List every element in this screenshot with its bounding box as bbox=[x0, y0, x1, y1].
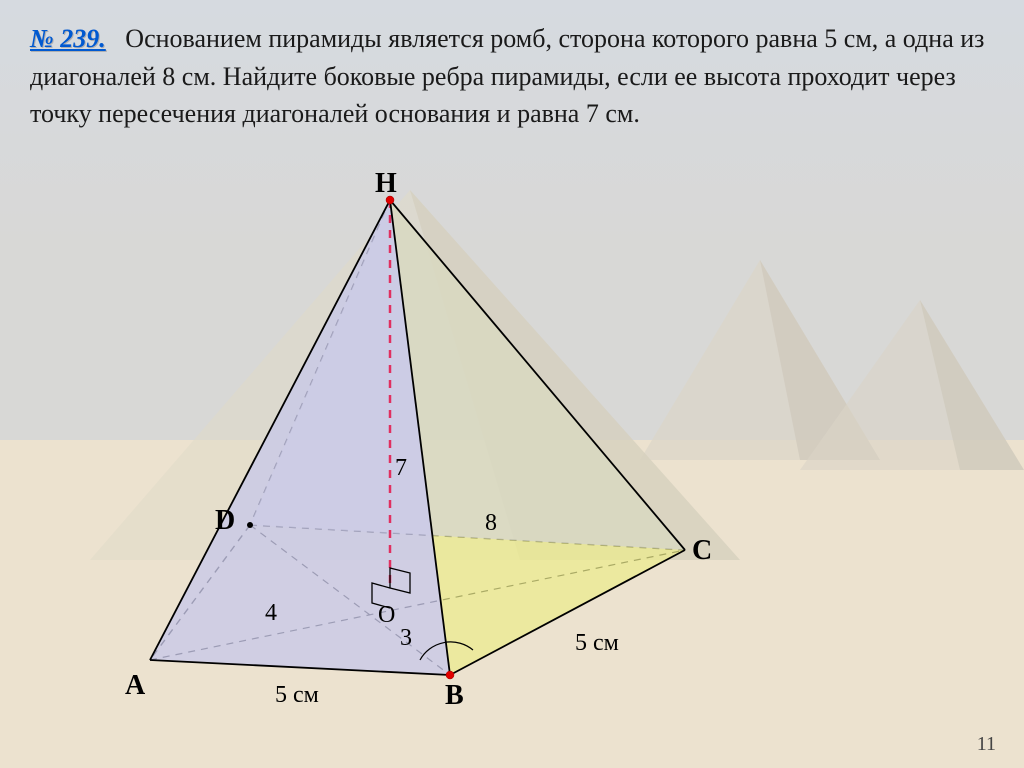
vertex-label-D: D bbox=[215, 505, 235, 537]
edge-label-ob3: 3 bbox=[400, 625, 412, 652]
edge-label-ab: 5 см bbox=[275, 682, 319, 709]
vertex-label-O: O bbox=[378, 602, 395, 629]
vertex-label-H: H bbox=[375, 168, 397, 200]
problem-number: № 239. bbox=[30, 24, 106, 53]
vertex-label-C: C bbox=[692, 535, 712, 567]
vertex-label-B: B bbox=[445, 680, 464, 712]
problem-statement: № 239. Основанием пирамиды является ромб… bbox=[30, 20, 994, 133]
page-number: 11 bbox=[977, 733, 996, 756]
edge-label-bc: 5 см bbox=[575, 630, 619, 657]
pyramid-svg bbox=[130, 180, 750, 730]
problem-text-body: Основанием пирамиды является ромб, сторо… bbox=[30, 24, 984, 128]
edge-label-diag8: 8 bbox=[485, 510, 497, 537]
vertex-label-A: A bbox=[125, 670, 145, 702]
edge-label-diag4: 4 bbox=[265, 600, 277, 627]
edge-label-height: 7 bbox=[395, 455, 407, 482]
pyramid-diagram: H A B C D O 7 8 4 3 5 см 5 см bbox=[130, 180, 750, 730]
